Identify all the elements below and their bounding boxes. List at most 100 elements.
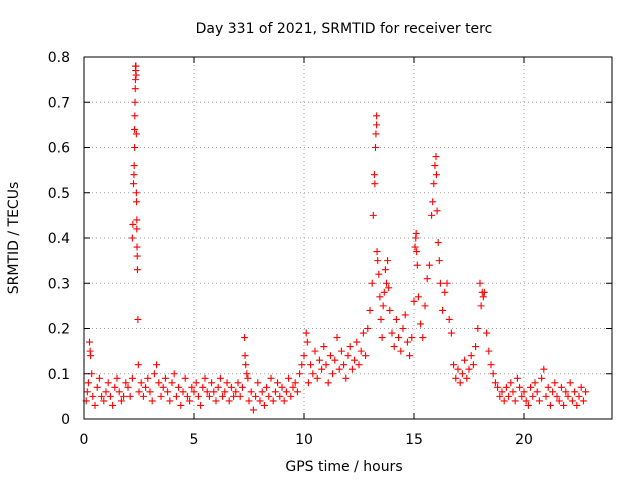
data-point <box>307 361 315 369</box>
data-point <box>359 329 367 337</box>
data-point <box>385 284 393 292</box>
data-point <box>326 352 334 360</box>
data-point <box>375 270 383 278</box>
data-point <box>192 379 200 387</box>
data-point <box>381 266 389 274</box>
data-point <box>309 370 317 378</box>
data-point <box>351 356 359 364</box>
data-point <box>546 401 554 409</box>
data-point <box>129 220 137 228</box>
data-point <box>124 383 132 391</box>
data-point <box>133 266 141 274</box>
data-point <box>223 379 231 387</box>
data-point <box>463 374 471 382</box>
data-point <box>296 370 304 378</box>
data-point <box>249 406 257 414</box>
data-point <box>203 388 211 396</box>
data-point <box>373 121 381 129</box>
data-point <box>413 261 421 269</box>
data-point <box>242 361 250 369</box>
data-point <box>520 388 528 396</box>
data-point <box>258 388 266 396</box>
data-point <box>531 379 539 387</box>
data-point <box>175 383 183 391</box>
data-point <box>131 112 139 120</box>
data-point <box>322 361 330 369</box>
data-point <box>414 293 422 301</box>
data-point <box>357 347 365 355</box>
data-point <box>575 392 583 400</box>
data-point <box>342 374 350 382</box>
data-point <box>263 383 271 391</box>
data-point <box>133 252 141 260</box>
data-point <box>289 383 297 391</box>
data-point <box>131 125 139 133</box>
data-point <box>159 383 167 391</box>
data-point <box>476 279 484 287</box>
data-point <box>219 392 227 400</box>
data-point <box>333 334 341 342</box>
data-point <box>300 352 308 360</box>
data-point <box>413 248 421 256</box>
data-point <box>395 334 403 342</box>
data-point <box>131 76 139 84</box>
data-point <box>551 379 559 387</box>
data-point <box>542 392 550 400</box>
data-point <box>91 401 99 409</box>
data-point <box>441 288 449 296</box>
data-point <box>377 315 385 323</box>
data-point <box>479 293 487 301</box>
data-point <box>428 211 436 219</box>
data-point <box>278 383 286 391</box>
data-point <box>500 397 508 405</box>
data-point <box>372 130 380 138</box>
data-point <box>483 329 491 337</box>
data-point <box>390 343 398 351</box>
data-point <box>177 401 185 409</box>
data-point <box>372 144 379 151</box>
data-point <box>485 347 493 355</box>
data-point <box>491 379 499 387</box>
data-point <box>353 338 361 346</box>
data-point <box>133 243 141 251</box>
data-point <box>227 383 235 391</box>
data-point <box>535 397 543 405</box>
data-point <box>155 379 163 387</box>
data-point <box>102 388 110 396</box>
data-point <box>366 306 374 314</box>
data-point <box>267 374 275 382</box>
data-point <box>474 325 482 332</box>
data-point <box>335 365 343 373</box>
data-point <box>216 374 224 382</box>
data-point <box>133 216 141 224</box>
data-point <box>252 392 260 400</box>
data-point <box>447 329 455 337</box>
data-point <box>527 383 535 391</box>
data-point <box>153 361 161 369</box>
data-point <box>282 388 290 396</box>
data-point <box>373 248 381 256</box>
data-point <box>83 388 91 396</box>
data-point <box>369 211 377 219</box>
axis-ticks <box>83 56 612 420</box>
data-point <box>199 383 207 391</box>
data-point <box>423 275 431 283</box>
data-point <box>93 383 101 391</box>
data-point <box>109 401 117 409</box>
data-point <box>557 383 565 391</box>
data-point <box>403 338 411 346</box>
data-point <box>331 356 339 364</box>
data-point <box>566 379 574 387</box>
data-point <box>128 234 136 242</box>
data-point <box>210 388 218 396</box>
data-point <box>130 180 137 188</box>
data-point <box>399 325 407 332</box>
data-point <box>181 374 189 382</box>
data-point <box>241 352 249 360</box>
data-point <box>265 392 273 400</box>
data-point <box>373 112 381 120</box>
data-point <box>564 392 572 400</box>
data-point <box>371 180 379 188</box>
data-point <box>230 392 238 400</box>
